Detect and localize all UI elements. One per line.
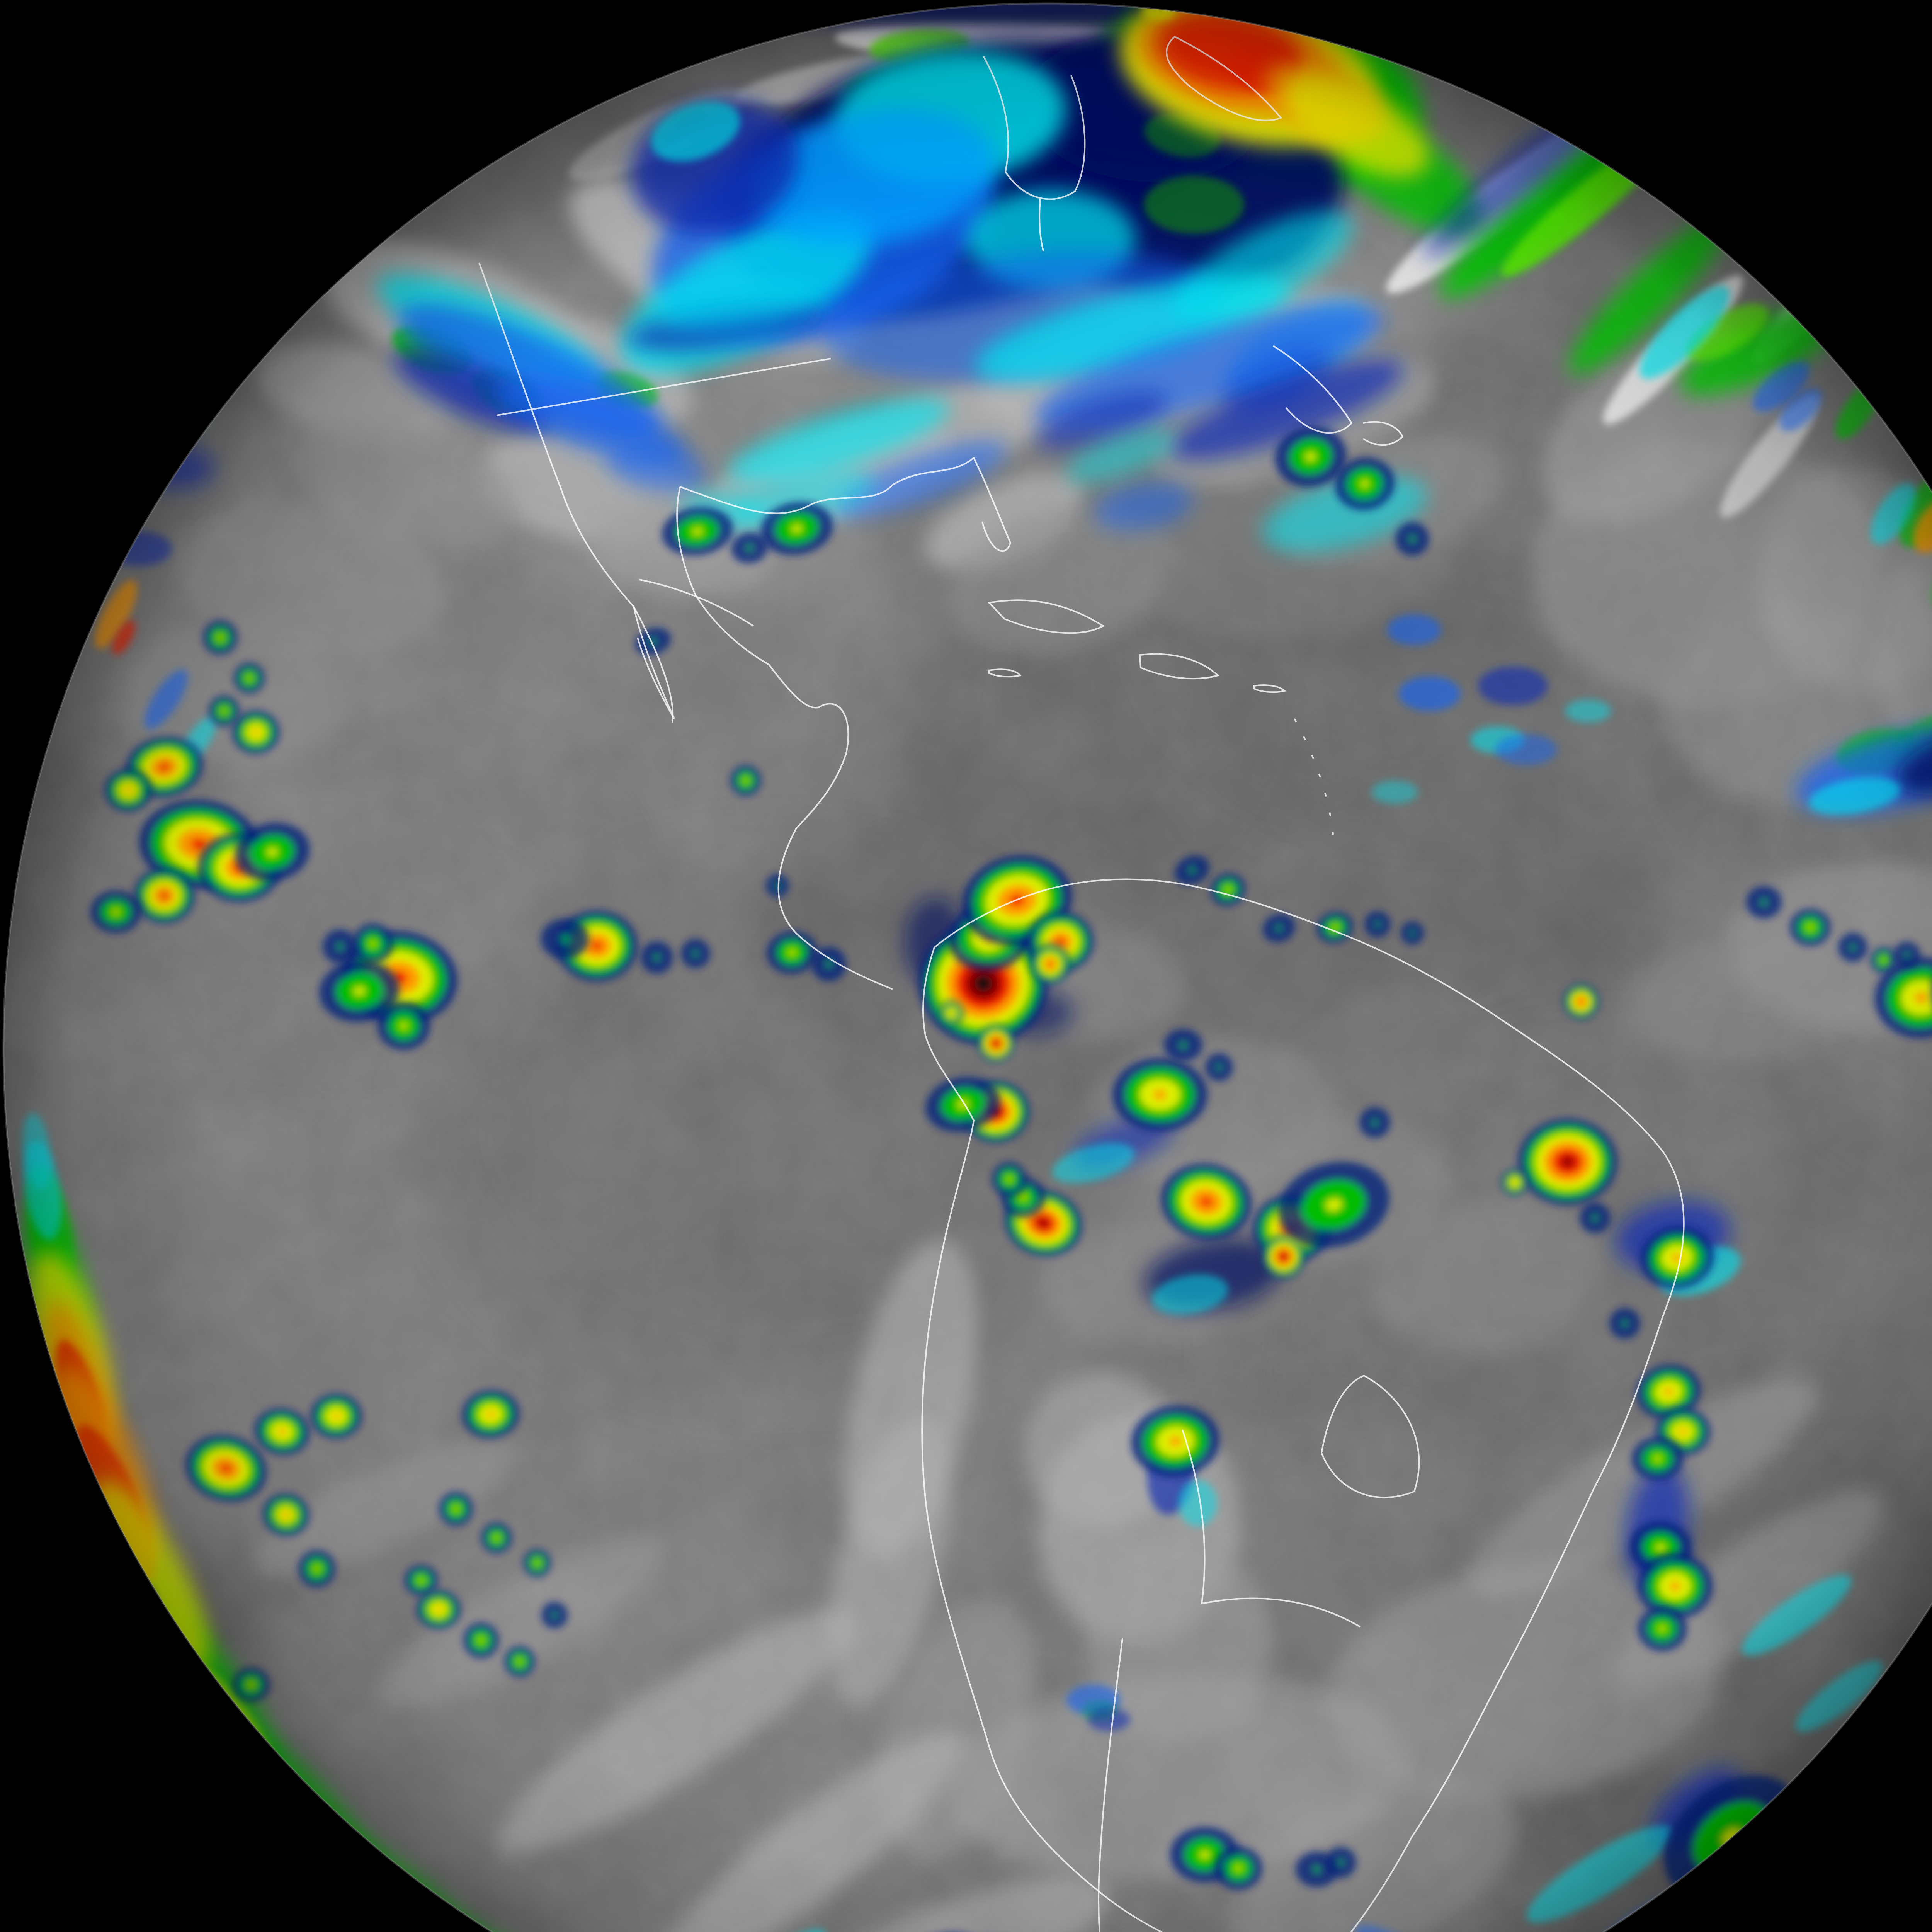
goes-full-disk-infrared-image: [0, 0, 1932, 1932]
satellite-viewer: [0, 0, 1932, 1932]
